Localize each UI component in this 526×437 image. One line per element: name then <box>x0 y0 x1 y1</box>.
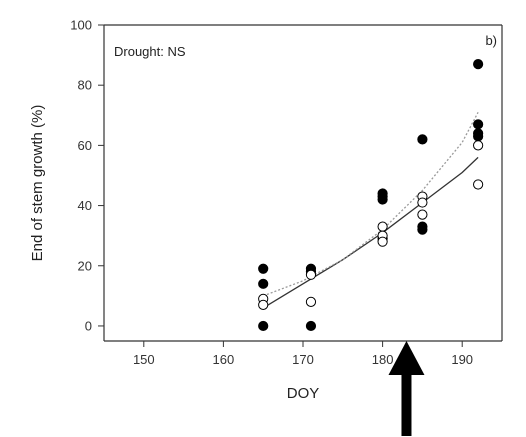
data-point-filled <box>258 278 269 289</box>
data-point-open <box>377 236 388 247</box>
data-point-open <box>473 140 484 151</box>
panel-label: b) <box>485 33 497 48</box>
x-tick-label: 160 <box>213 352 235 367</box>
data-point-filled <box>473 119 484 130</box>
fit-line-dotted <box>262 111 479 297</box>
y-tick-label: 80 <box>78 78 92 93</box>
data-point-open <box>417 197 428 208</box>
data-point-filled <box>473 131 484 142</box>
data-point-open <box>305 296 317 307</box>
data-point-open <box>473 179 484 190</box>
data-point-filled <box>258 263 269 274</box>
drought-annotation: Drought: NS <box>114 44 186 59</box>
x-tick-label: 150 <box>133 352 155 367</box>
data-point-filled <box>417 134 428 145</box>
data-point-open <box>258 299 269 310</box>
x-axis-label: DOY <box>287 385 320 402</box>
y-tick-label: 100 <box>70 18 92 33</box>
doy-arrow <box>388 341 425 436</box>
data-point-filled <box>377 194 388 205</box>
arrow-shaft <box>401 370 412 436</box>
fit-lines <box>262 111 479 309</box>
y-tick-label: 40 <box>78 198 92 213</box>
data-point-filled <box>258 320 269 332</box>
axes: 150 160 170 180 190 0 20 40 60 80 100 <box>70 18 503 367</box>
data-point-filled <box>417 224 428 235</box>
data-point-open <box>377 221 388 232</box>
y-axis-label: End of stem growth (%) <box>29 105 46 262</box>
y-tick-label: 0 <box>85 318 92 333</box>
data-point-filled <box>305 320 317 332</box>
data-point-open <box>305 269 317 280</box>
arrow-head <box>388 341 425 375</box>
y-tick-label: 20 <box>78 258 92 273</box>
x-tick-label: 170 <box>292 352 314 367</box>
x-tick-label: 190 <box>451 352 473 367</box>
y-tick-label: 60 <box>78 138 92 153</box>
fit-line-solid <box>262 156 479 309</box>
data-point-open <box>417 209 428 220</box>
data-points <box>258 59 484 332</box>
x-tick-label: 180 <box>372 352 394 367</box>
data-point-filled <box>473 59 484 70</box>
